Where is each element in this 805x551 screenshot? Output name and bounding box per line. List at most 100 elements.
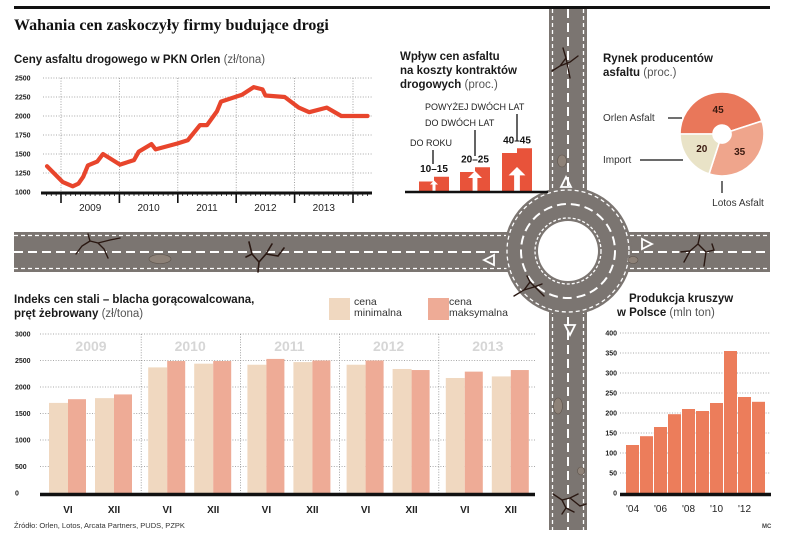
pie-value-label: 20 bbox=[696, 144, 708, 155]
y-tick-label: 2500 bbox=[15, 76, 31, 83]
pie-value-label: 45 bbox=[713, 105, 725, 116]
road-illustration bbox=[14, 9, 770, 530]
y-tick-label: 1000 bbox=[15, 190, 31, 197]
bar-min-price bbox=[247, 364, 267, 493]
section-unit: (mln ton) bbox=[669, 307, 715, 319]
legend-text: minimalna bbox=[354, 307, 402, 319]
y-tick-label: 3000 bbox=[15, 332, 31, 339]
impact-bar-high bbox=[475, 167, 490, 191]
period-label: VI bbox=[460, 505, 470, 516]
y-tick-label: 250 bbox=[605, 391, 617, 398]
period-label: XII bbox=[207, 505, 219, 516]
aggregates-bar bbox=[738, 397, 751, 493]
title-line: Wpływ cen asfaltu bbox=[400, 51, 500, 63]
price-line-series bbox=[44, 84, 370, 189]
bar-max-price bbox=[266, 358, 285, 493]
page-title: Wahania cen zaskoczyły firmy budujące dr… bbox=[14, 17, 329, 34]
impact-bar-high bbox=[434, 176, 449, 191]
y-tick-label: 100 bbox=[605, 451, 617, 458]
yield-triangle-icon bbox=[641, 237, 655, 251]
source-note: Źródło: Orlen, Lotos, Arcata Partners, P… bbox=[14, 521, 185, 530]
contract-impact-title: Wpływ cen asfaltu na koszty kontraktów d… bbox=[400, 50, 517, 92]
y-tick-label: 1000 bbox=[15, 438, 31, 445]
category-label: POWYŻEJ DWÓCH LAT bbox=[425, 102, 525, 112]
crack-icon bbox=[551, 47, 579, 79]
y-tick-label: 350 bbox=[605, 351, 617, 358]
crack-icon bbox=[75, 233, 121, 259]
title-line: Indeks cen stali – blacha gorącowalcowan… bbox=[14, 294, 255, 306]
bar-max-price bbox=[411, 370, 430, 493]
y-tick-label: 2000 bbox=[15, 385, 31, 392]
section-unit: (zł/tona) bbox=[223, 54, 266, 66]
pie-category-label: Lotos Asfalt bbox=[712, 198, 764, 209]
year-watermark-label: 2011 bbox=[274, 338, 305, 354]
y-tick-label: 500 bbox=[15, 464, 27, 471]
x-tick-label: '10 bbox=[710, 504, 723, 515]
x-tick-label: '08 bbox=[682, 504, 695, 515]
legend-swatch-max bbox=[428, 298, 449, 320]
range-label: 20–25 bbox=[461, 154, 489, 165]
bar-min-price bbox=[346, 364, 366, 493]
bar-max-price bbox=[510, 370, 529, 493]
x-year-label: 2010 bbox=[137, 203, 160, 214]
x-year-label: 2013 bbox=[313, 203, 336, 214]
aggregates-title-line1: Produkcja kruszyw bbox=[629, 293, 734, 305]
asphalt-price-title: Ceny asfaltu drogowego w PKN Orlen (zł/t… bbox=[14, 53, 265, 67]
road-cracks bbox=[75, 47, 715, 515]
bar-max-price bbox=[213, 361, 232, 493]
bar-max-price bbox=[114, 394, 132, 493]
pie-slice bbox=[679, 133, 721, 175]
top-rule-divider bbox=[14, 6, 770, 9]
bar-min-price bbox=[293, 362, 313, 493]
bar-min-price bbox=[95, 398, 114, 493]
yield-triangle-icon bbox=[481, 253, 495, 267]
crack-icon bbox=[513, 275, 545, 297]
x-tick-label: '06 bbox=[654, 504, 667, 515]
pie-slice bbox=[708, 120, 765, 177]
pie-slice bbox=[679, 91, 763, 135]
aggregates-bar bbox=[682, 409, 695, 493]
aggregates-bar bbox=[654, 427, 667, 493]
period-label: XII bbox=[306, 505, 318, 516]
title-line: drogowych bbox=[400, 79, 462, 91]
year-watermark-label: 2010 bbox=[175, 338, 206, 354]
bar-min-price bbox=[491, 376, 511, 493]
asphalt-market-title: Rynek producentów asfaltu (proc.) bbox=[603, 52, 713, 80]
period-label: VI bbox=[262, 505, 272, 516]
yield-triangle-icon bbox=[559, 174, 573, 188]
up-arrow-icon bbox=[430, 180, 438, 191]
y-tick-label: 1500 bbox=[15, 152, 31, 159]
category-label: DO ROKU bbox=[410, 138, 452, 148]
pie-category-label: Import bbox=[603, 155, 632, 166]
period-label: VI bbox=[162, 505, 172, 516]
title-line: na koszty kontraktów bbox=[400, 65, 517, 77]
legend-label-min: cena minimalna bbox=[354, 297, 402, 319]
section-unit: (proc.) bbox=[643, 67, 677, 79]
impact-bar-low bbox=[419, 181, 434, 191]
aggregates-title-line2: w Polsce (mln ton) bbox=[617, 306, 715, 320]
y-tick-label: 1250 bbox=[15, 171, 31, 178]
bar-min-price bbox=[445, 377, 465, 493]
legend-text: maksymalna bbox=[449, 307, 508, 319]
bar-max-price bbox=[312, 360, 331, 493]
bar-min-price bbox=[148, 367, 168, 493]
aggregates-bar bbox=[640, 436, 653, 493]
pothole-icon bbox=[553, 397, 563, 415]
title-line: pręt żebrowany bbox=[14, 308, 99, 320]
y-tick-label: 400 bbox=[605, 331, 617, 338]
aggregates-bar bbox=[668, 414, 681, 493]
bar-max-price bbox=[464, 371, 483, 493]
section-unit: (zł/tona) bbox=[101, 308, 144, 320]
bar-min-price bbox=[49, 402, 68, 493]
period-label: VI bbox=[63, 505, 73, 516]
title-line: asfaltu bbox=[603, 67, 641, 79]
asphalt-market-pie-chart: 45 Orlen Asfalt 35 Lotos Asfalt 20 Import bbox=[603, 91, 765, 209]
pothole-icon bbox=[627, 256, 639, 264]
y-tick-label: 200 bbox=[605, 411, 617, 418]
legend-swatch-min bbox=[329, 298, 350, 320]
impact-bar-low bbox=[502, 153, 517, 191]
y-tick-label: 150 bbox=[605, 431, 617, 438]
x-year-label: 2009 bbox=[79, 203, 102, 214]
bar-max-price bbox=[167, 361, 186, 493]
